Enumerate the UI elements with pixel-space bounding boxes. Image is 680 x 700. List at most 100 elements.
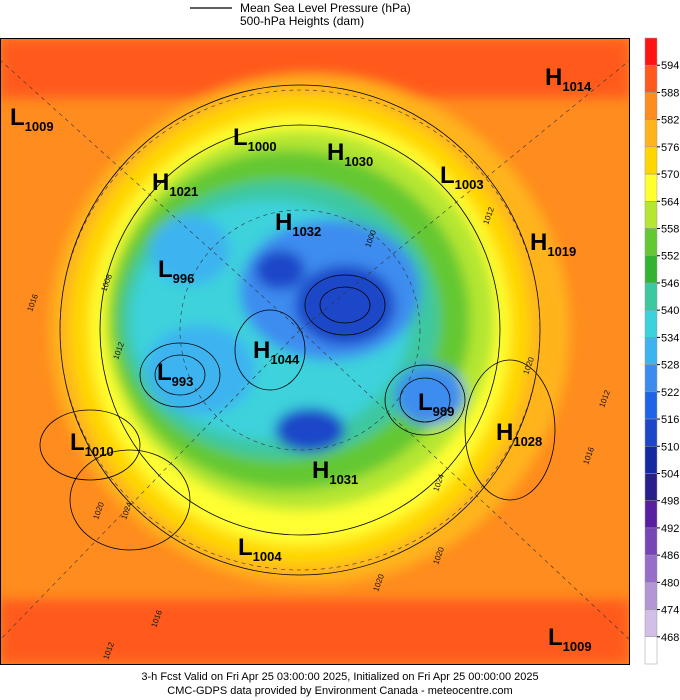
colorbar-label: 498: [661, 496, 679, 508]
center-value: 1003: [455, 177, 484, 192]
pressure-center: H1032: [275, 209, 321, 239]
colorbar-label: 480: [661, 577, 679, 589]
pressure-center: H1014: [545, 64, 592, 94]
footer-text: CMC-GDPS data provided by Environment Ca…: [167, 685, 512, 697]
pressure-center: L1003: [440, 162, 484, 192]
colorbar-label: 558: [661, 224, 679, 236]
center-kind: L: [70, 429, 85, 456]
center-value: 1009: [25, 119, 54, 134]
colorbar-label: 486: [661, 550, 679, 562]
color-box: [644, 527, 658, 556]
pressure-center: H1021: [152, 169, 198, 199]
color-box: [644, 337, 658, 365]
colorbar-label: 540: [661, 305, 679, 317]
colorbar-label: 564: [661, 196, 679, 208]
colorbar-label: 528: [661, 360, 679, 372]
pressure-center: L993: [157, 359, 193, 389]
colorbar-label: 570: [661, 169, 679, 181]
colorbar-label: 588: [661, 87, 679, 99]
color-box: [644, 228, 658, 256]
center-kind: L: [158, 256, 173, 283]
center-kind: L: [233, 124, 248, 151]
color-box: [644, 364, 658, 393]
color-box: [644, 146, 658, 175]
colorbar-label: 468: [661, 632, 679, 644]
color-box: [644, 391, 658, 420]
map-field: [0, 38, 630, 664]
center-value: 1009: [563, 639, 592, 654]
center-kind: L: [548, 624, 563, 651]
colorbar-label: 474: [661, 605, 679, 617]
colorbar-label: 516: [661, 414, 679, 426]
pressure-center: L989: [418, 389, 454, 419]
color-box: [644, 64, 658, 93]
center-kind: H: [312, 457, 329, 484]
color-box: [644, 309, 658, 338]
center-value: 1004: [253, 549, 283, 564]
color-box: [644, 92, 658, 120]
footer-text: 3-h Fcst Valid on Fri Apr 25 03:00:00 20…: [141, 671, 538, 683]
pressure-center: H1031: [312, 457, 358, 487]
colorbar-label: 522: [661, 387, 679, 399]
color-box: [644, 201, 658, 229]
center-kind: L: [440, 162, 455, 189]
pressure-center: L1009: [10, 104, 54, 134]
colorbar-label: 576: [661, 142, 679, 154]
center-kind: H: [253, 337, 270, 364]
color-box: [644, 173, 658, 202]
color-box: [644, 119, 658, 148]
center-value: 1019: [547, 244, 576, 259]
center-kind: H: [152, 169, 169, 196]
colorbar-label: 534: [661, 332, 679, 344]
center-kind: H: [496, 419, 513, 446]
center-value: 1044: [270, 352, 300, 367]
color-box: [644, 473, 658, 501]
pressure-center: H1019: [530, 229, 576, 259]
pressure-center: L1010: [70, 429, 114, 459]
center-value: 1010: [85, 444, 114, 459]
center-value: 1000: [248, 139, 277, 154]
center-kind: L: [238, 534, 253, 561]
center-value: 1028: [513, 434, 542, 449]
color-box: [644, 636, 658, 665]
pressure-center: H1030: [327, 139, 373, 169]
color-box: [644, 37, 658, 66]
center-value: 1021: [169, 184, 198, 199]
center-kind: L: [418, 389, 433, 416]
legend-text: 500-hPa Heights (dam): [240, 14, 364, 28]
center-value: 993: [172, 374, 194, 389]
color-box: [644, 282, 658, 311]
color-box: [644, 255, 658, 284]
pressure-center: L1009: [548, 624, 592, 654]
center-kind: H: [530, 229, 547, 256]
center-kind: L: [157, 359, 172, 386]
colorbar-label: 510: [661, 441, 679, 453]
pressure-center: H1044: [253, 337, 300, 367]
color-box: [644, 609, 658, 638]
pressure-center: L1004: [238, 534, 282, 564]
colorbar-label: 582: [661, 115, 679, 127]
colorbar-label: 492: [661, 523, 679, 535]
center-value: 1030: [344, 154, 373, 169]
center-kind: H: [275, 209, 292, 236]
center-value: 996: [173, 271, 195, 286]
color-box: [644, 582, 658, 610]
center-value: 989: [433, 404, 455, 419]
colorbar-label: 594: [661, 60, 679, 72]
pressure-center: L996: [158, 256, 194, 286]
map-frame: [0, 38, 630, 665]
center-value: 1031: [329, 472, 358, 487]
center-kind: H: [327, 139, 344, 166]
color-box: [644, 418, 658, 447]
color-box: [644, 500, 658, 529]
pressure-center: L1000: [233, 124, 277, 154]
center-value: 1032: [292, 224, 321, 239]
pressure-center: H1028: [496, 419, 542, 449]
color-box: [644, 554, 658, 583]
color-box: [644, 446, 658, 474]
colorbar-label: 546: [661, 278, 679, 290]
colorbar-label: 552: [661, 251, 679, 263]
center-kind: L: [10, 104, 25, 131]
legend-text: Mean Sea Level Pressure (hPa): [240, 1, 411, 15]
